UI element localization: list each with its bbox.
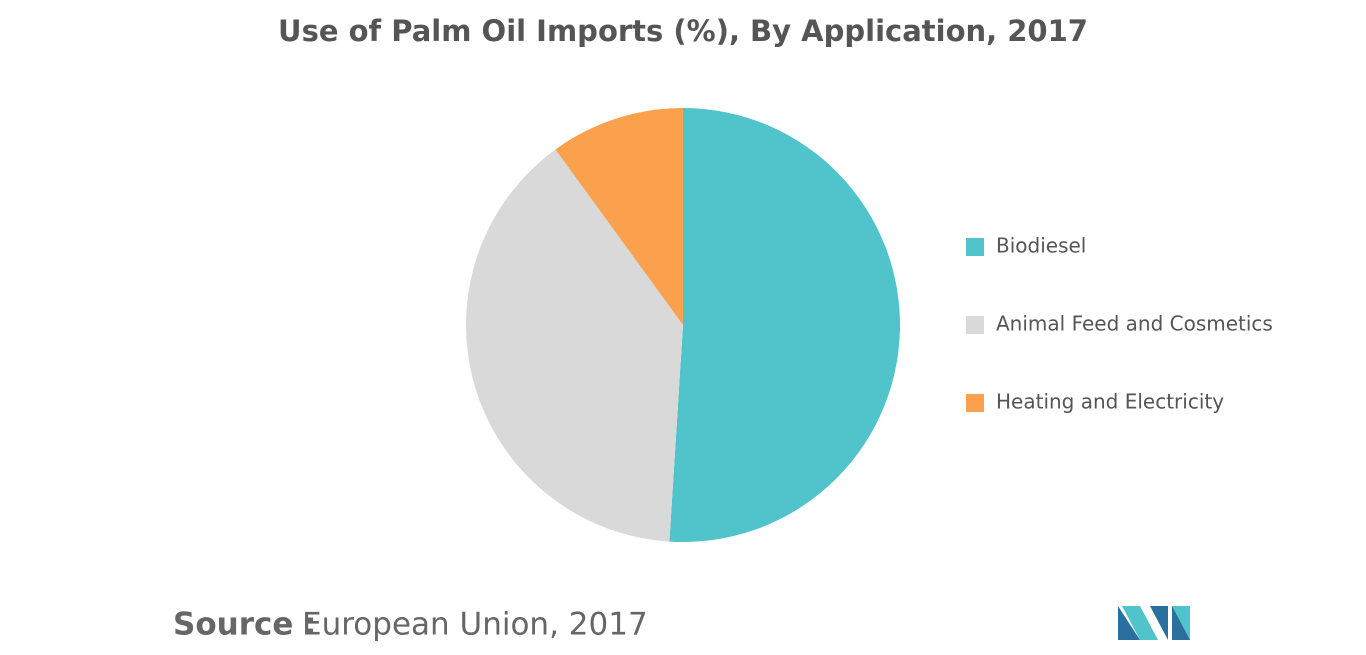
pie-slice [555,108,683,325]
legend: Biodiesel Animal Feed and Cosmetics Heatin… [966,234,1273,414]
legend-swatch [966,394,984,412]
pie-slice [466,149,683,542]
legend-swatch [966,316,984,334]
source: European Union, 2017 [302,607,648,643]
pie-slice [669,108,901,542]
pie [466,108,901,542]
legend-swatch [966,238,984,256]
legend-label: Heating and Electricity [996,390,1224,414]
chart-title: Use of Palm Oil Imports (%), By Applicat… [278,14,1088,48]
logo [1118,606,1190,640]
source-label: Source : [173,607,317,643]
legend-label: Biodiesel [996,234,1086,258]
legend-label: Animal Feed and Cosmetics [996,312,1273,336]
